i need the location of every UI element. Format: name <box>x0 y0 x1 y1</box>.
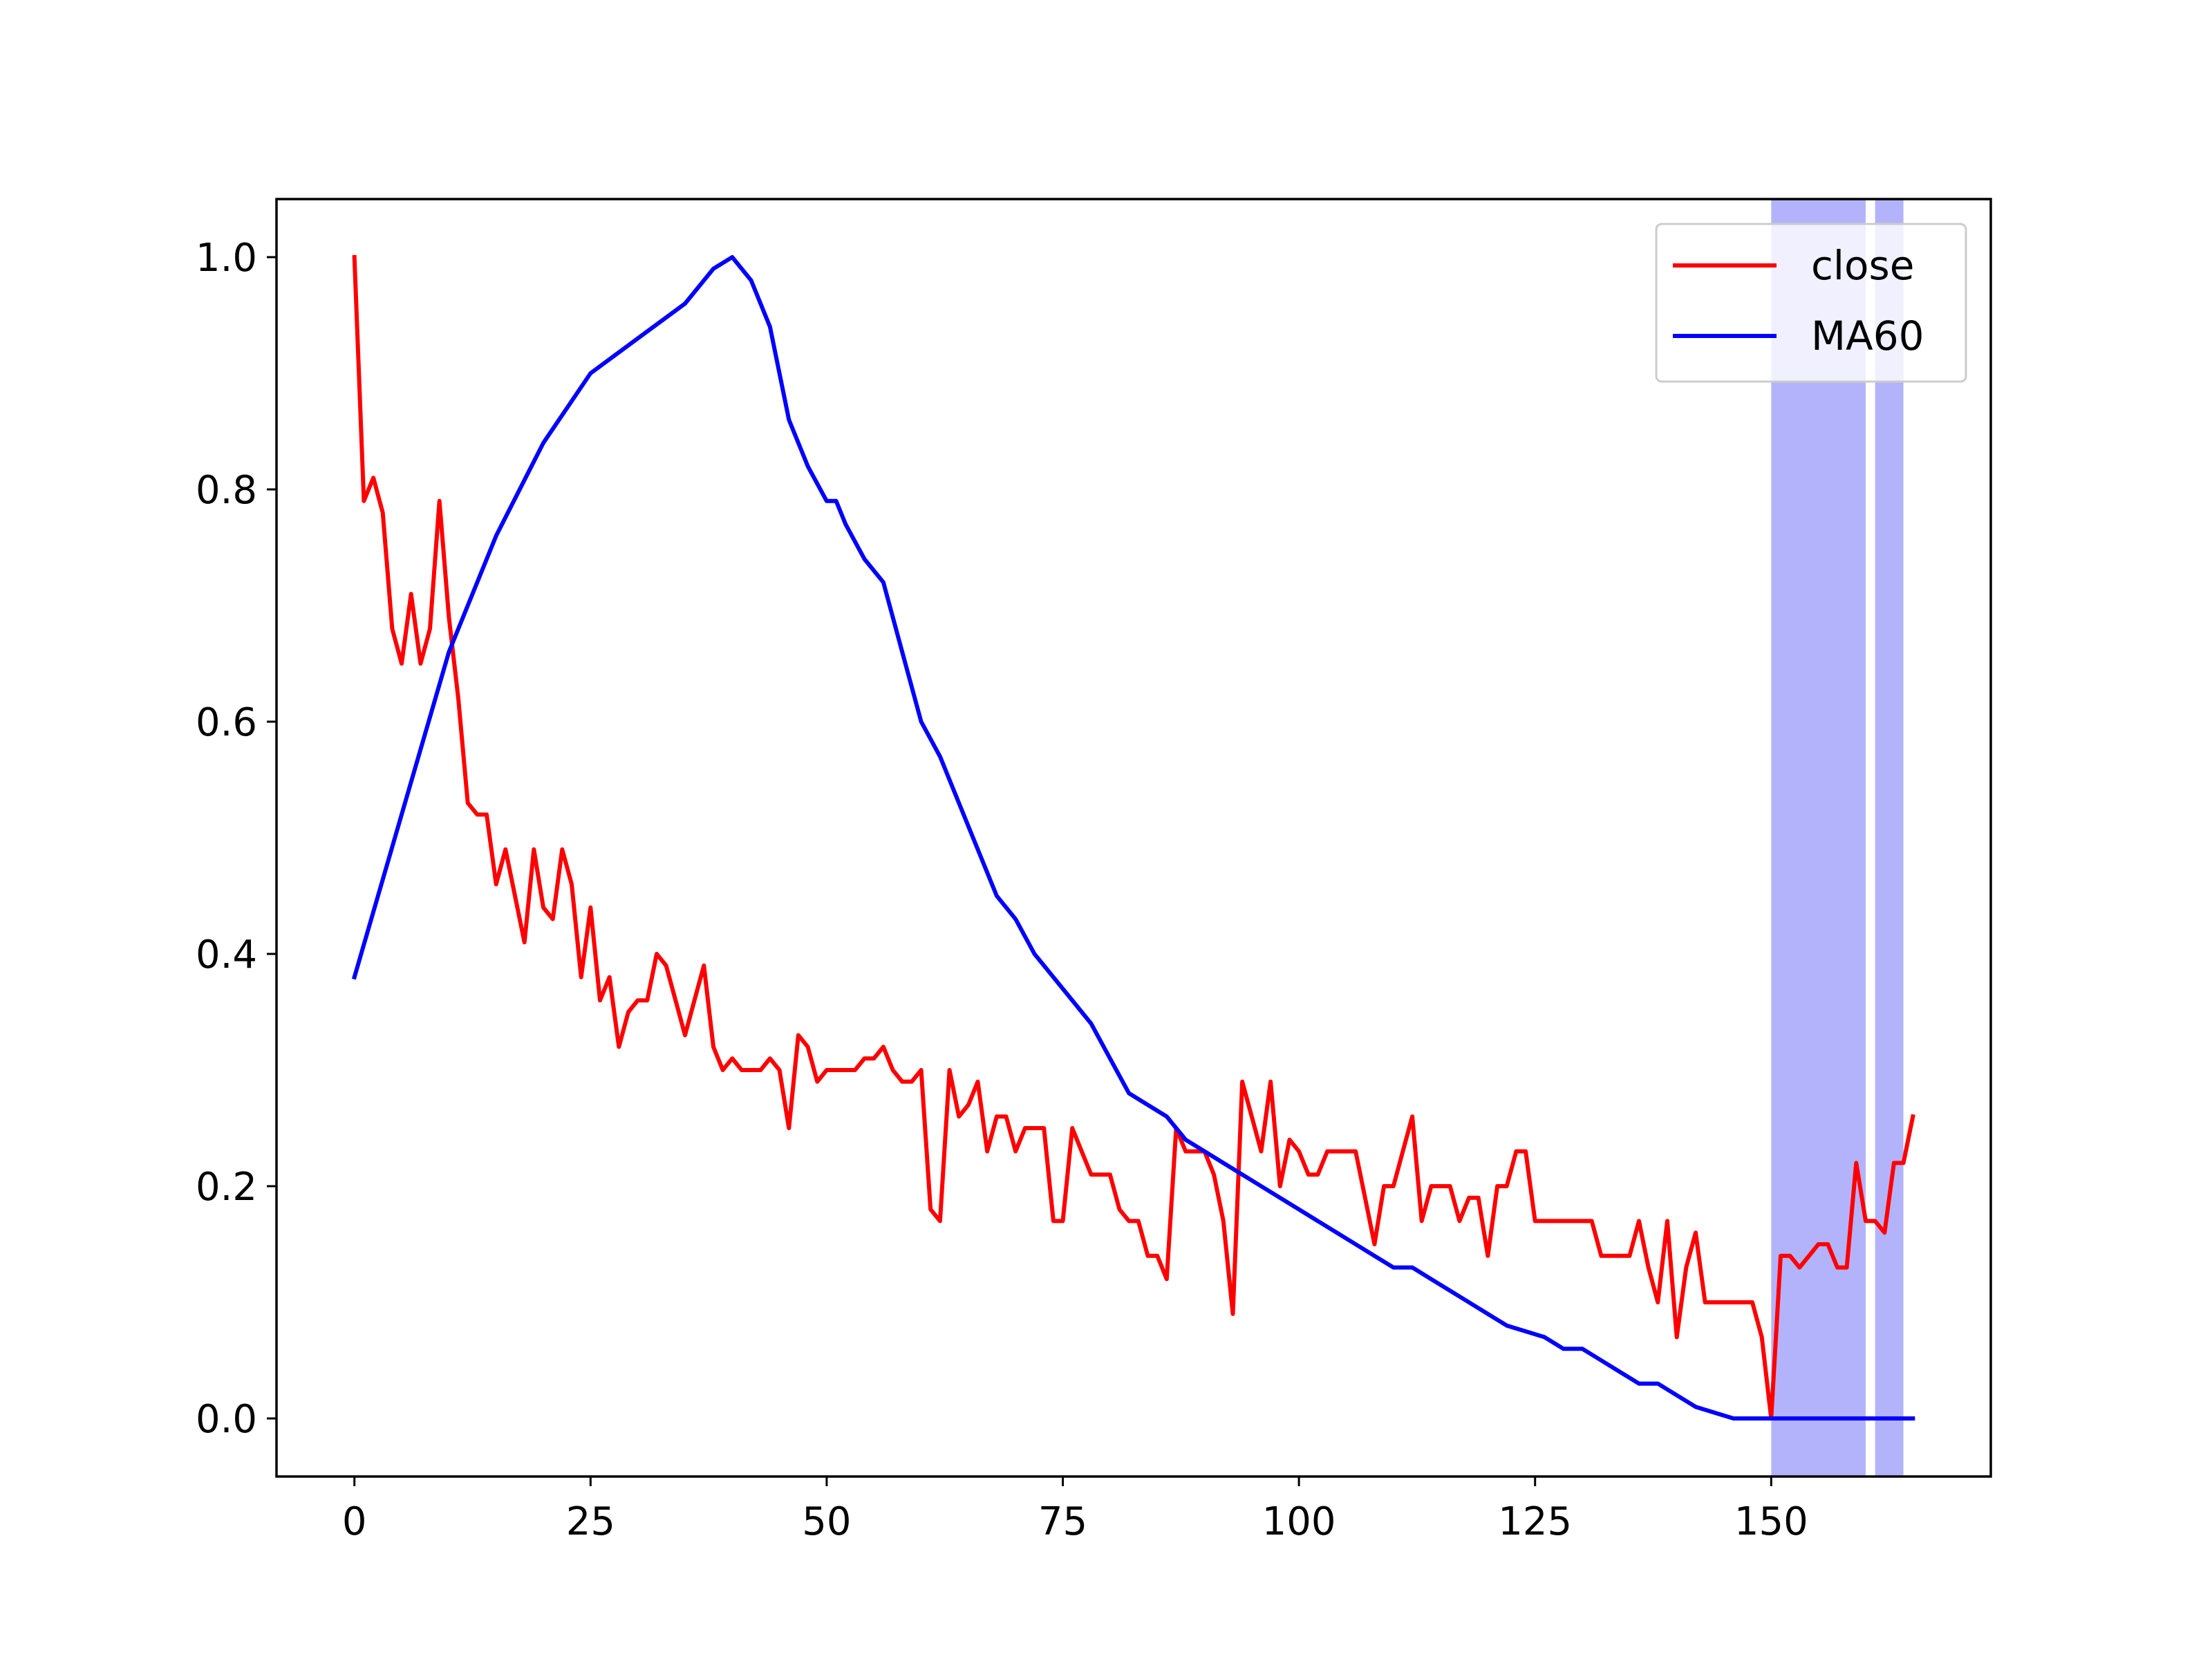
x-tick-label: 0 <box>342 1499 367 1544</box>
x-tick-label: 25 <box>566 1499 615 1544</box>
axis-ticks: 0 25 50 75 100 125 150 0.0 0.2 0.4 0.6 0.8 1.0 <box>196 236 1808 1544</box>
series-line-close <box>352 254 1915 1421</box>
legend-label-close: close <box>1811 242 1914 289</box>
shaded-region-1 <box>1771 199 1866 1477</box>
x-tick-label: 50 <box>802 1499 851 1544</box>
x-tick-label: 100 <box>1262 1499 1336 1544</box>
y-tick-label: 0.6 <box>196 700 257 745</box>
shaded-regions <box>1771 199 1904 1477</box>
plot-frame <box>275 198 1992 1478</box>
shaded-region-2 <box>1875 199 1904 1477</box>
y-tick-label: 0.4 <box>196 932 257 977</box>
y-tick-label: 1.0 <box>196 236 257 281</box>
y-tick-label: 0.2 <box>196 1165 257 1210</box>
series-lines <box>351 254 1915 1421</box>
y-tick-label: 0.8 <box>196 468 257 513</box>
x-tick-label: 75 <box>1038 1499 1087 1544</box>
legend: close MA60 <box>1655 223 1967 383</box>
x-tick-label: 150 <box>1734 1499 1808 1544</box>
x-tick-label: 125 <box>1498 1499 1572 1544</box>
legend-label-ma60: MA60 <box>1811 312 1924 359</box>
y-tick-label: 0.0 <box>196 1397 257 1442</box>
series-line-ma60 <box>351 255 1915 1421</box>
